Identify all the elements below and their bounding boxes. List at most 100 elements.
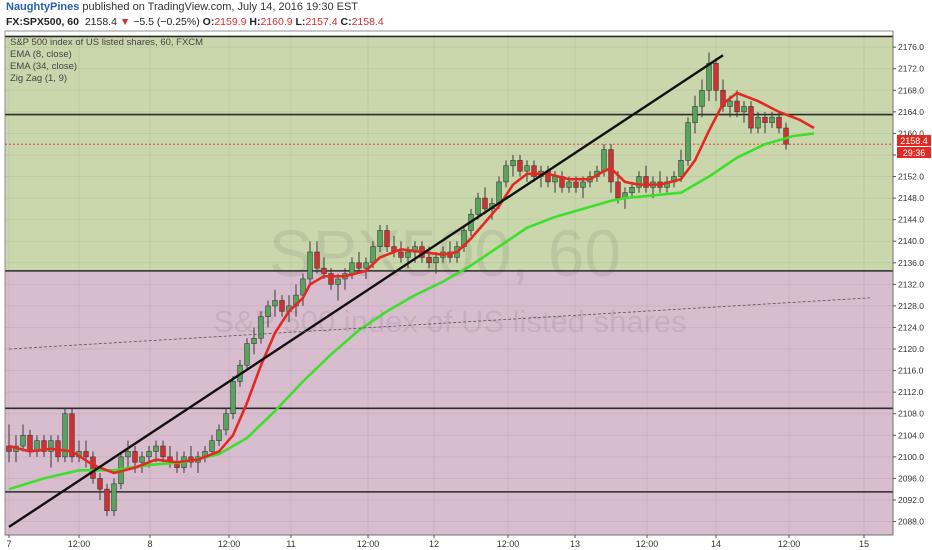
candle-body: [356, 262, 362, 269]
candle-body: [104, 488, 110, 512]
candle-body: [405, 251, 411, 258]
time-tick-label: 12:00: [636, 539, 659, 549]
chart-legend: S&P 500 index of US listed shares, 60, F…: [10, 37, 203, 85]
price-tick-label: 2112.0: [898, 387, 924, 397]
candle-body: [566, 181, 572, 188]
candle-body: [580, 181, 586, 188]
down-arrow-icon: ▼: [119, 16, 131, 28]
candle-body: [776, 116, 782, 129]
low-value: 2157.4: [305, 16, 338, 28]
candle-body: [643, 176, 649, 188]
candle-body: [433, 257, 439, 264]
zone-lower: [5, 270, 893, 535]
price-tick-label: 2164.0: [898, 107, 924, 117]
legend-title[interactable]: S&P 500 index of US listed shares, 60, F…: [10, 37, 204, 48]
candle-body: [748, 106, 754, 129]
candle-body: [321, 267, 327, 274]
price-tick-label: 2128.0: [898, 301, 924, 311]
price-tick-label: 2140.0: [898, 236, 924, 246]
time-tick-label: 11: [286, 539, 295, 549]
candle-body: [41, 440, 47, 452]
time-tick-label: 15: [859, 539, 869, 549]
candle-body: [699, 89, 705, 107]
symbol-name[interactable]: FX:SPX500, 60: [6, 16, 79, 28]
time-tick-label: 12: [429, 539, 439, 549]
time-tick-label: 14: [711, 539, 721, 549]
dashed-trendline: [8, 297, 871, 350]
legend-ema-slow[interactable]: EMA (34, close): [10, 61, 78, 72]
price-tick-label: 2152.0: [898, 172, 924, 182]
countdown-marker: [897, 147, 931, 158]
candle-body: [139, 456, 145, 463]
price-tick-label: 2092.0: [898, 495, 924, 505]
candle-body: [272, 300, 278, 307]
candle-body: [307, 251, 313, 280]
open-value: 2159.9: [214, 16, 247, 28]
candle-body: [160, 445, 166, 458]
price-tick-label: 2100.0: [898, 452, 924, 462]
time-tick-label: 12:00: [218, 539, 241, 549]
candle-body: [335, 278, 341, 285]
legend-ema-fast[interactable]: EMA (8, close): [10, 49, 72, 60]
candle-body: [685, 122, 691, 161]
price-tick-label: 2148.0: [898, 193, 924, 203]
candle-body: [398, 251, 404, 258]
price-tick-label: 2088.0: [898, 517, 924, 527]
time-tick-label: 13: [570, 539, 580, 549]
legend-zigzag[interactable]: Zig Zag (1, 9): [10, 73, 68, 84]
price-tick-label: 2160.0: [898, 128, 924, 138]
candle-body: [69, 413, 75, 458]
candle-body: [328, 273, 334, 285]
candle-body: [762, 116, 768, 123]
candle-body: [727, 100, 733, 107]
candle-body: [783, 127, 789, 145]
price-tick-label: 2172.0: [898, 64, 924, 74]
uptrend-line: [8, 54, 724, 528]
candle-body: [27, 434, 33, 452]
price-tick-label: 2124.0: [898, 322, 924, 332]
time-tick-label: 12:00: [497, 539, 520, 549]
high-value: 2160.9: [260, 16, 293, 28]
price-tick-label: 2104.0: [898, 430, 924, 440]
candle-body: [146, 451, 152, 458]
candle-body: [111, 483, 117, 512]
candle-body: [741, 106, 747, 113]
time-tick-label: 12:00: [68, 539, 91, 549]
candle-body: [531, 165, 537, 177]
candle-body: [83, 451, 89, 458]
candle-body: [62, 413, 68, 458]
candle-body: [601, 149, 607, 172]
time-tick-label: 12:00: [778, 539, 801, 549]
price-tick-label: 2168.0: [898, 85, 924, 95]
time-tick-label: 12:00: [357, 539, 380, 549]
candle-body: [251, 337, 257, 344]
price-axis: [893, 31, 932, 549]
candle-body: [706, 63, 712, 91]
candle-body: [517, 160, 523, 172]
candle-body: [90, 456, 96, 479]
countdown-label: 29:36: [903, 148, 926, 158]
candle-body: [265, 305, 271, 317]
last-price-label: 2158.4: [900, 136, 928, 146]
close-label: C:: [340, 16, 352, 28]
author-name[interactable]: NaughtyPines: [6, 1, 80, 13]
candle-body: [314, 251, 320, 269]
candle-body: [482, 197, 488, 210]
candle-body: [734, 100, 740, 113]
candle-body: [48, 440, 54, 452]
zone-upper: [5, 114, 893, 271]
candle-body: [153, 445, 159, 452]
candle-body: [769, 116, 775, 123]
price-tick-label: 2116.0: [898, 366, 924, 376]
candle-body: [370, 246, 376, 264]
candle-body: [377, 230, 383, 247]
candle-body: [475, 197, 481, 215]
symbol-bar: FX:SPX500, 60 2158.4 ▼ −5.5 (−0.25%) O:2…: [0, 14, 932, 28]
candle-body: [132, 451, 138, 463]
candle-body: [636, 176, 642, 188]
candle-body: [97, 478, 103, 490]
candle-body: [524, 165, 530, 172]
ema-8-line: [8, 91, 815, 475]
open-label: O:: [202, 16, 215, 28]
